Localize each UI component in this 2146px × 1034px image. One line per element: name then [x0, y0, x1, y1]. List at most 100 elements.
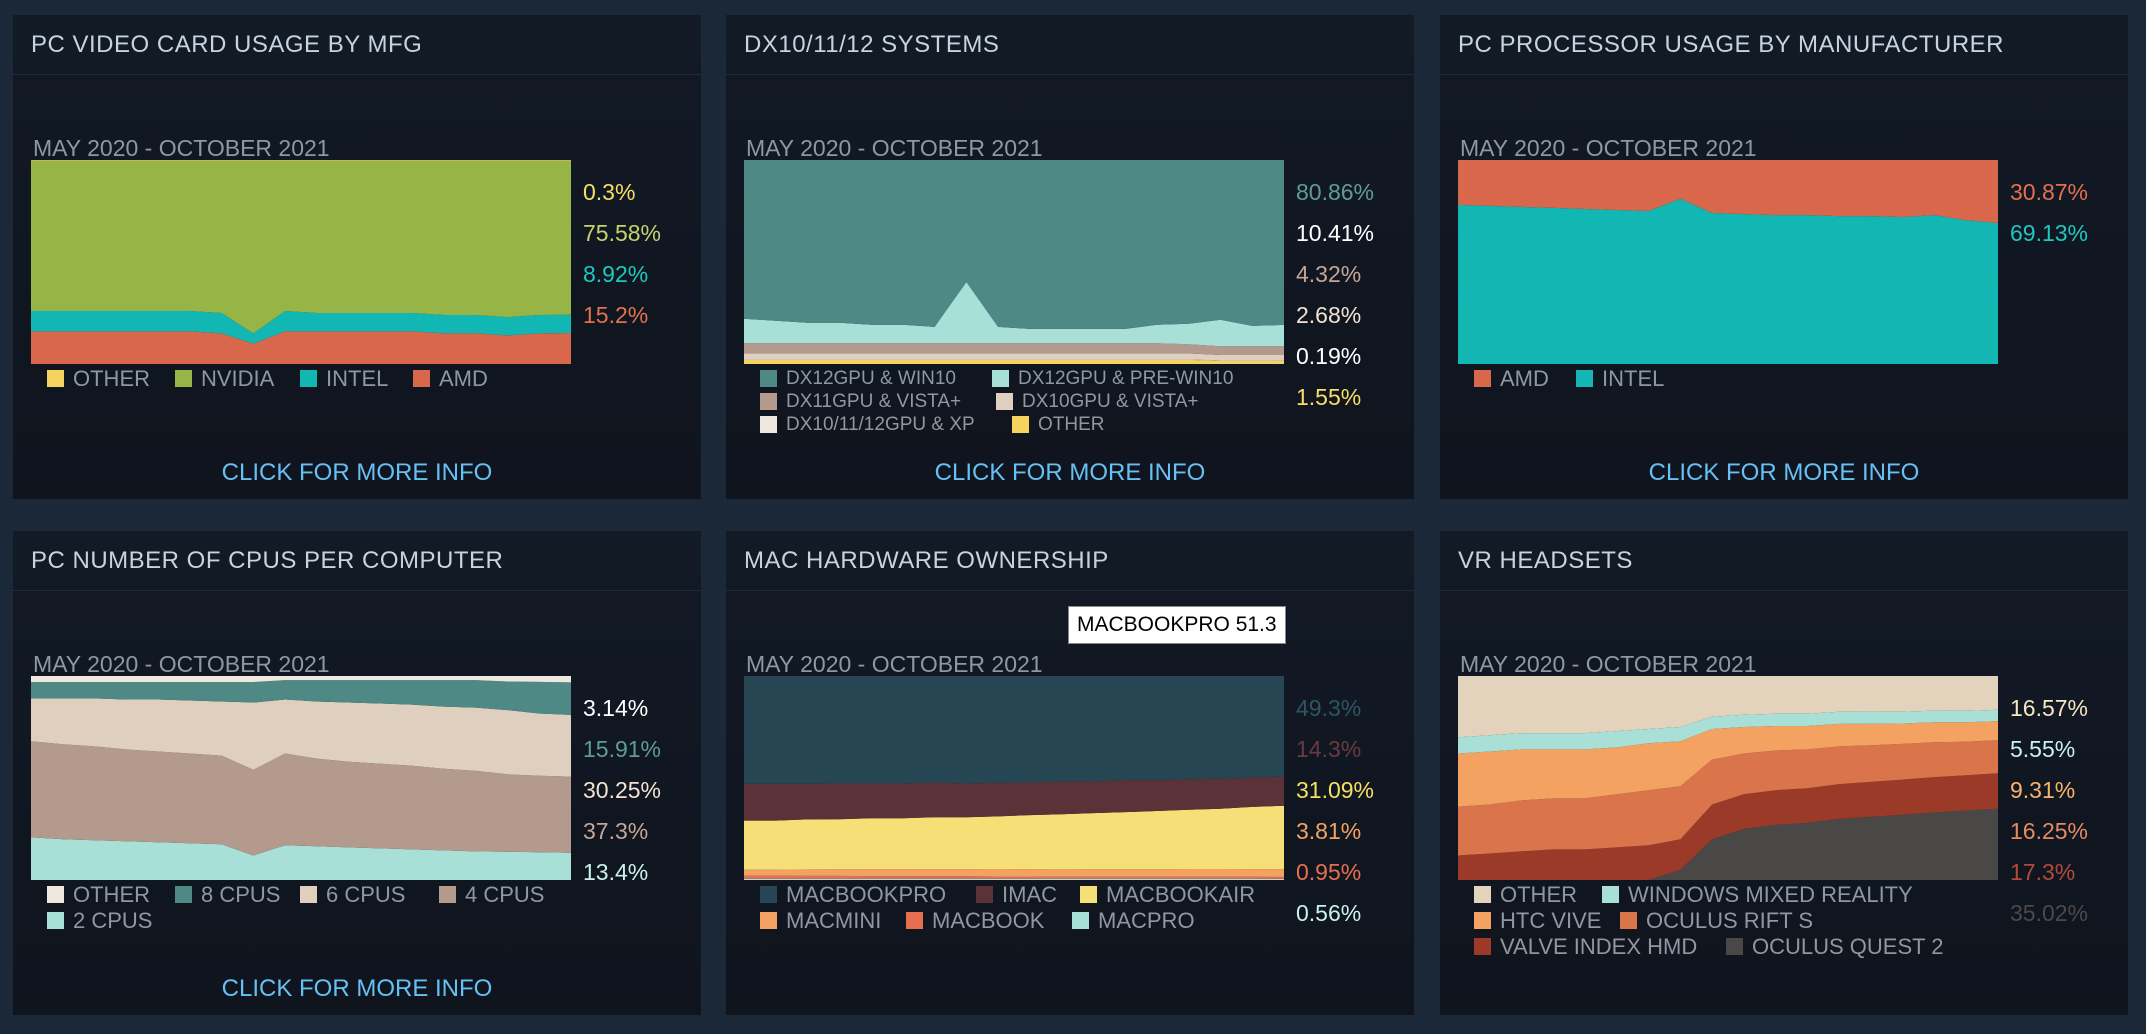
more-info-link[interactable]: CLICK FOR MORE INFO: [934, 459, 1206, 486]
pct-label-macbookair: 31.09%: [1296, 777, 1375, 803]
area-series-macbookpro[interactable]: [744, 676, 1284, 784]
legend-swatch: [760, 886, 777, 903]
pct-label-intel: 8.92%: [583, 261, 649, 287]
area-series-oculus-quest-2[interactable]: [1458, 808, 1998, 880]
pct-label-amd: 15.2%: [583, 302, 649, 328]
legend-label: AMD: [439, 366, 488, 391]
area-series-oculus-rift-s[interactable]: [1458, 740, 1998, 856]
area-series-dx10-11-12gpu-xp[interactable]: [744, 359, 1284, 361]
legend-label: DX10GPU & VISTA+: [1022, 391, 1199, 412]
legend-swatch: [976, 886, 993, 903]
pct-label-macbookpro: 49.3%: [1296, 695, 1362, 721]
more-info-link[interactable]: CLICK FOR MORE INFO: [1648, 459, 1920, 486]
pct-label-intel: 69.13%: [2010, 220, 2089, 246]
area-chart[interactable]: [1458, 160, 1998, 364]
legend-swatch: [1620, 912, 1637, 929]
legend-swatch: [175, 886, 192, 903]
area-chart[interactable]: [31, 160, 571, 364]
area-series-other[interactable]: [31, 676, 571, 683]
legend-swatch: [175, 370, 192, 387]
area-series-intel[interactable]: [31, 311, 571, 344]
legend-label: VALVE INDEX HMD: [1500, 934, 1698, 959]
area-series-macpro[interactable]: [744, 878, 1284, 880]
area-series-amd[interactable]: [1458, 160, 1998, 223]
area-series-imac[interactable]: [744, 776, 1284, 821]
legend-swatch: [1474, 886, 1491, 903]
legend-swatch: [300, 886, 317, 903]
legend-swatch: [1080, 886, 1097, 903]
legend-label: IMAC: [1002, 882, 1057, 907]
panel-header: DX10/11/12 SYSTEMS: [726, 15, 1414, 75]
area-series-dx12gpu-win10[interactable]: [744, 160, 1284, 329]
date-range: MAY 2020 - OCTOBER 2021: [33, 651, 330, 677]
pct-label-6cpus: 30.25%: [583, 777, 662, 803]
legend-label: DX11GPU & VISTA+: [786, 391, 962, 412]
date-range: MAY 2020 - OCTOBER 2021: [33, 135, 330, 161]
area-chart[interactable]: [744, 676, 1284, 880]
area-series-4-cpus[interactable]: [31, 741, 571, 856]
area-series-macbookair[interactable]: [744, 805, 1284, 870]
legend-label: HTC VIVE: [1500, 908, 1602, 933]
pct-label-other: 3.14%: [583, 695, 649, 721]
area-series-macmini[interactable]: [744, 869, 1284, 877]
pct-label-dx12-prewin10: 10.41%: [1296, 220, 1375, 246]
panel-cpus: PC NUMBER OF CPUS PER COMPUTER MAY 2020 …: [13, 531, 701, 1015]
legend-label: INTEL: [326, 366, 389, 391]
more-info-link[interactable]: CLICK FOR MORE INFO: [221, 975, 493, 1002]
pct-label-amd: 30.87%: [2010, 179, 2089, 205]
area-series-valve-index-hmd[interactable]: [1458, 773, 1998, 880]
area-series-6-cpus[interactable]: [31, 698, 571, 777]
legend-swatch: [1072, 912, 1089, 929]
legend-swatch: [1576, 370, 1593, 387]
legend-label: NVIDIA: [201, 366, 275, 391]
legend-label: 2 CPUS: [73, 908, 153, 933]
panel-header: PC PROCESSOR USAGE BY MANUFACTURER: [1440, 15, 2128, 75]
pct-label-imac: 14.3%: [1296, 736, 1362, 762]
area-series-8-cpus[interactable]: [31, 680, 571, 715]
legend-label: OTHER: [1038, 414, 1105, 435]
legend-label: DX10/11/12GPU & XP: [786, 414, 975, 435]
area-series-dx12gpu-pre-win10[interactable]: [744, 282, 1284, 347]
hover-tooltip: MACBOOKPRO 51.3: [1068, 606, 1286, 644]
area-series-dx10gpu-vista-[interactable]: [744, 353, 1284, 361]
pct-label-htc-vive: 9.31%: [2010, 777, 2076, 803]
legend-swatch: [1726, 938, 1743, 955]
legend-label: OTHER: [73, 366, 150, 391]
area-series-nvidia[interactable]: [31, 160, 571, 334]
panel-video-card: PC VIDEO CARD USAGE BY MFG MAY 2020 - OC…: [13, 15, 701, 499]
area-chart[interactable]: [1458, 676, 1998, 880]
area-chart[interactable]: [744, 160, 1284, 364]
area-series-htc-vive[interactable]: [1458, 721, 1998, 807]
pct-label-macmini: 3.81%: [1296, 818, 1362, 844]
area-series-dx11gpu-vista-[interactable]: [744, 343, 1284, 355]
area-series-other[interactable]: [744, 359, 1284, 364]
legend-label: 4 CPUS: [465, 882, 545, 907]
legend-swatch: [1012, 416, 1029, 433]
more-info-link[interactable]: CLICK FOR MORE INFO: [221, 459, 493, 486]
pct-label-quest2: 35.02%: [2010, 900, 2089, 926]
area-series-macbook[interactable]: [744, 875, 1284, 879]
panel-title: PC PROCESSOR USAGE BY MANUFACTURER: [1458, 31, 2004, 58]
area-series-intel[interactable]: [1458, 198, 1998, 364]
legend-swatch: [300, 370, 317, 387]
area-series-windows-mixed-reality[interactable]: [1458, 709, 1998, 754]
legend-label: MACBOOKPRO: [786, 882, 947, 907]
panel-header: PC VIDEO CARD USAGE BY MFG: [13, 15, 701, 75]
legend-label: OTHER: [73, 882, 150, 907]
legend-swatch: [47, 912, 64, 929]
pct-label-index: 17.3%: [2010, 859, 2076, 885]
pct-label-other: 1.55%: [1296, 384, 1362, 410]
area-series-amd[interactable]: [31, 331, 571, 364]
pct-label-dx10: 2.68%: [1296, 302, 1362, 328]
legend-label: OTHER: [1500, 882, 1577, 907]
legend-label: MACPRO: [1098, 908, 1195, 933]
legend-label: MACBOOK: [932, 908, 1045, 933]
legend-swatch: [1474, 912, 1491, 929]
area-chart[interactable]: [31, 676, 571, 880]
area-series-other[interactable]: [31, 160, 571, 161]
legend-label: MACMINI: [786, 908, 882, 933]
pct-label-macpro: 0.56%: [1296, 900, 1362, 926]
area-series-other[interactable]: [1458, 676, 1998, 738]
area-series-2-cpus[interactable]: [31, 837, 571, 880]
legend-swatch: [1474, 370, 1491, 387]
